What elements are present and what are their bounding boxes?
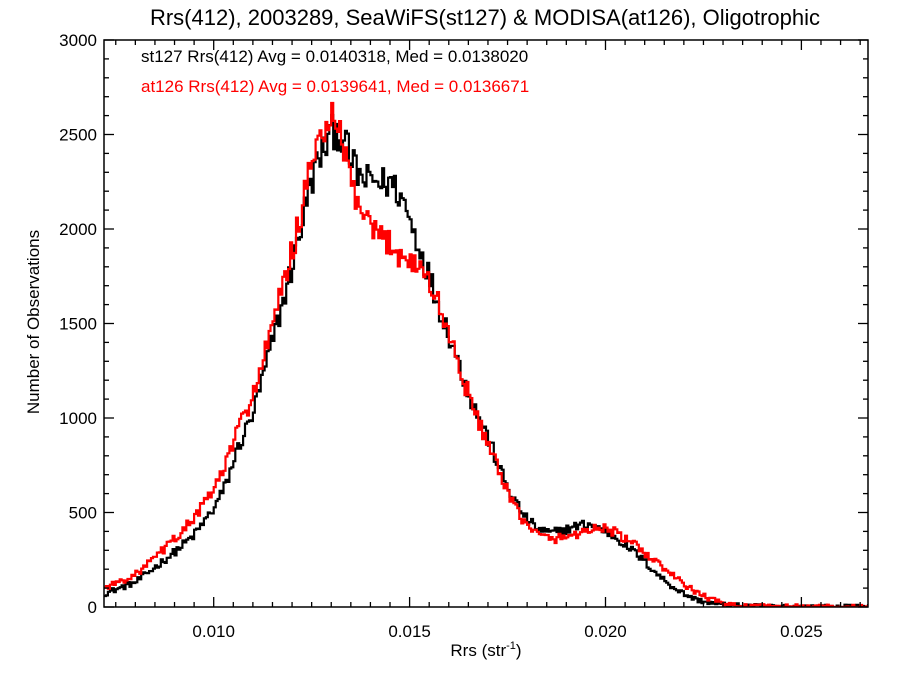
y-tick-label: 2500 bbox=[59, 126, 97, 145]
x-tick-label: 0.025 bbox=[780, 622, 823, 641]
chart-title: Rrs(412), 2003289, SeaWiFS(st127) & MODI… bbox=[150, 5, 820, 30]
x-tick-label: 0.015 bbox=[388, 622, 431, 641]
legend-entry-at126: at126 Rrs(412) Avg = 0.0139641, Med = 0.… bbox=[141, 77, 529, 96]
y-tick-label: 0 bbox=[88, 598, 97, 617]
x-tick-label: 0.020 bbox=[584, 622, 627, 641]
y-tick-label: 500 bbox=[69, 504, 97, 523]
x-tick-label: 0.010 bbox=[192, 622, 235, 641]
legend-entry-st127: st127 Rrs(412) Avg = 0.0140318, Med = 0.… bbox=[141, 47, 528, 66]
y-axis-label: Number of Observations bbox=[24, 230, 43, 414]
x-axis-label-superscript: -1 bbox=[506, 640, 516, 652]
y-tick-label: 1500 bbox=[59, 315, 97, 334]
x-axis-label: Rrs (str-1) bbox=[450, 640, 521, 660]
series-line-st127 bbox=[104, 113, 868, 607]
plot-content bbox=[104, 101, 868, 607]
y-tick-label: 1000 bbox=[59, 409, 97, 428]
x-axis-label-main: Rrs (str bbox=[450, 641, 506, 660]
y-axis: 0 500 1000 1500 2000 2500 3000 bbox=[59, 31, 868, 617]
x-axis: 0.010 0.015 0.020 0.025 bbox=[115, 40, 861, 641]
y-tick-label: 2000 bbox=[59, 220, 97, 239]
x-axis-label-close: ) bbox=[516, 641, 522, 660]
plot-frame bbox=[103, 39, 869, 608]
y-tick-label: 3000 bbox=[59, 31, 97, 50]
series-line-at126 bbox=[104, 101, 868, 607]
